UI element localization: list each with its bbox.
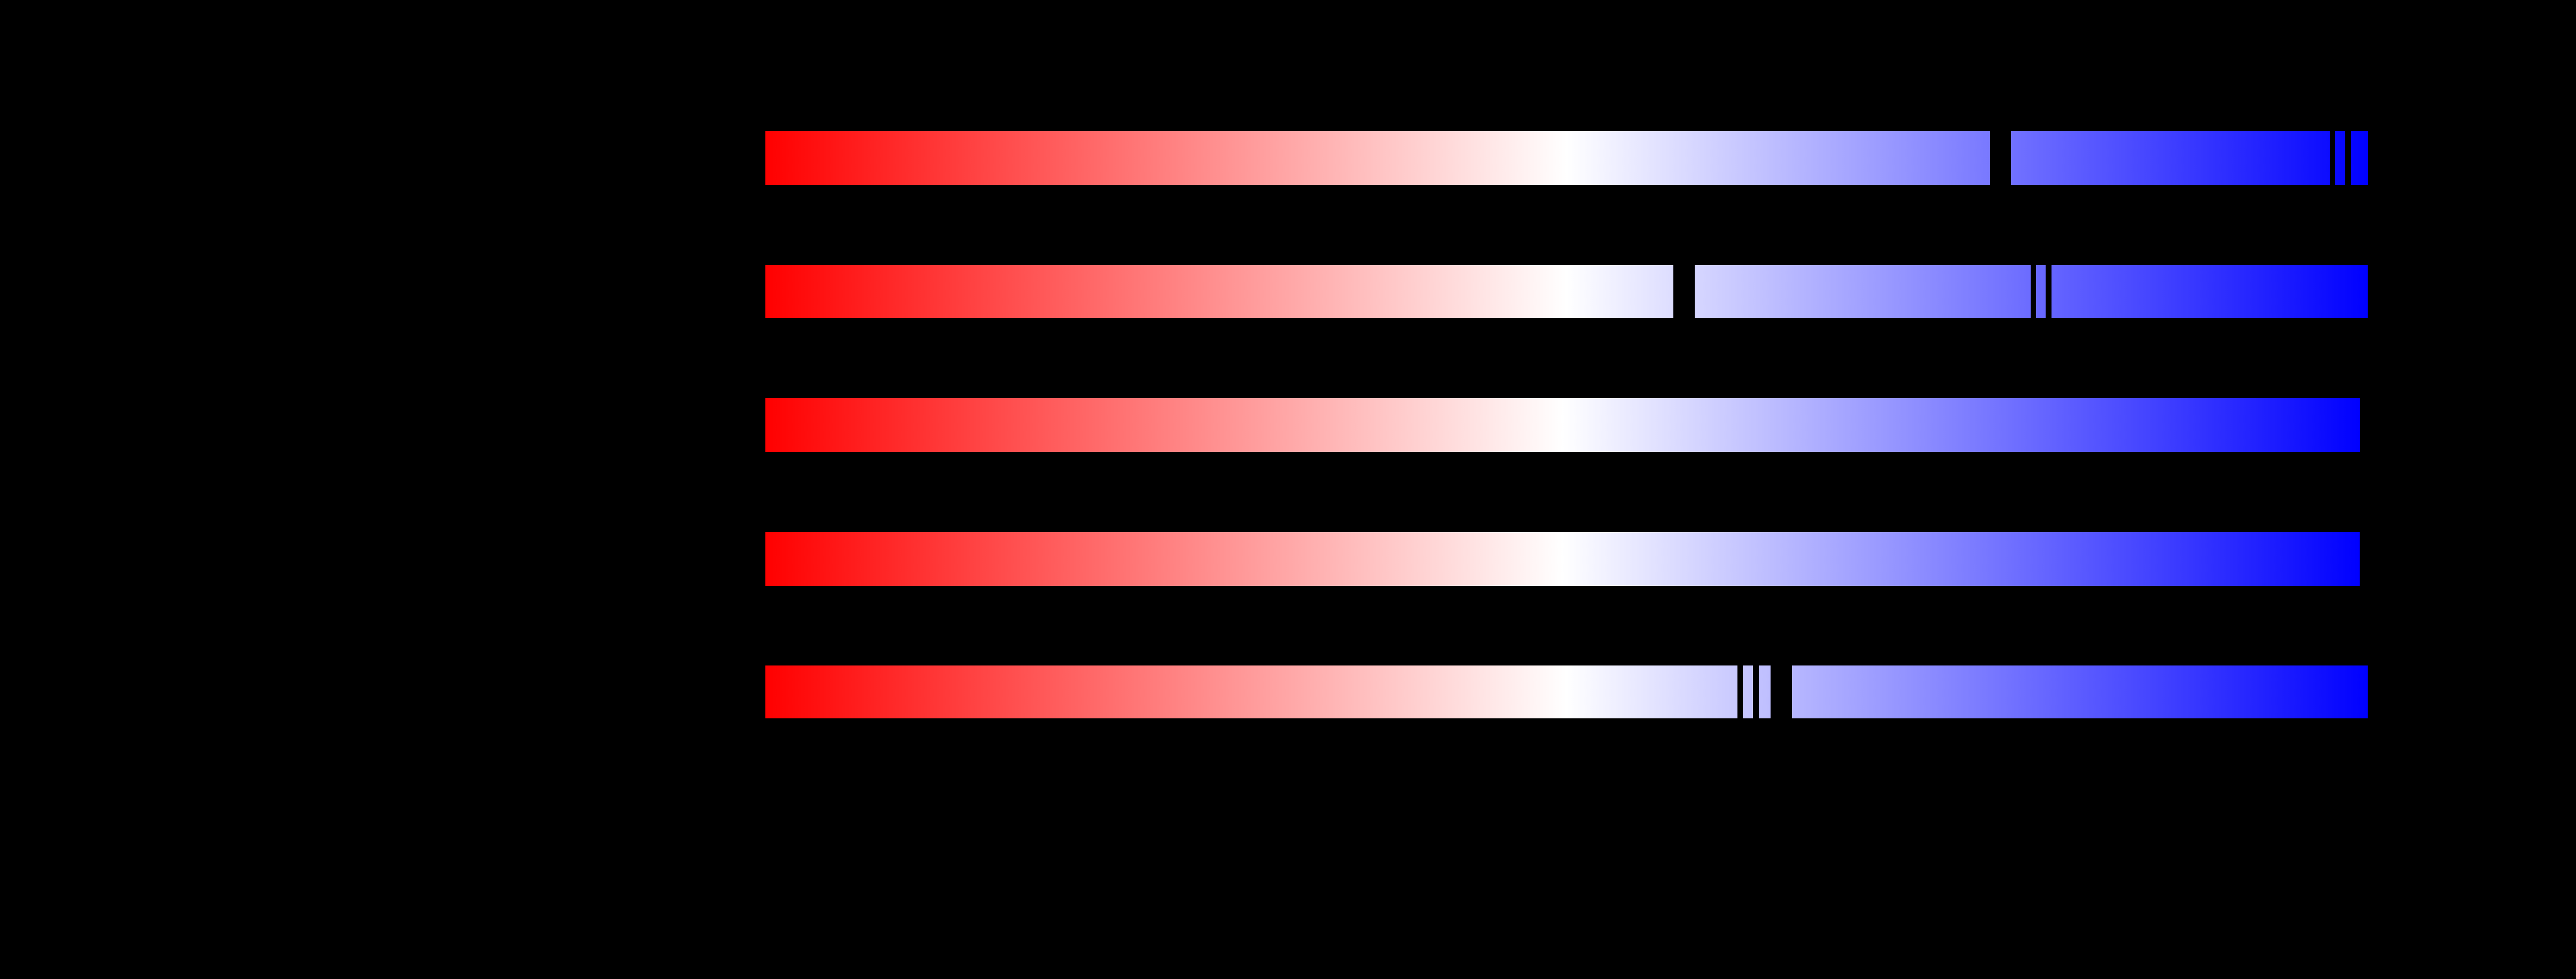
tick-mark-wide xyxy=(1673,265,1695,318)
tick-mark-narrow xyxy=(2046,265,2052,318)
gradient-bar-row-2 xyxy=(765,265,2368,318)
tick-mark-narrow xyxy=(2031,265,2036,318)
tick-mark-narrow xyxy=(2345,131,2351,185)
gradient-bar-row-1 xyxy=(765,131,2368,185)
tick-mark-wide xyxy=(1771,665,1792,718)
gradient-bar-row-4 xyxy=(765,532,2360,586)
gradient-bar-row-3 xyxy=(765,398,2360,452)
gradient-bar-row-5 xyxy=(765,665,2368,718)
tick-mark-narrow xyxy=(2330,131,2335,185)
tick-mark-narrow xyxy=(1737,665,1743,718)
tick-mark-wide xyxy=(1990,131,2011,185)
tick-mark-narrow xyxy=(1753,665,1759,718)
